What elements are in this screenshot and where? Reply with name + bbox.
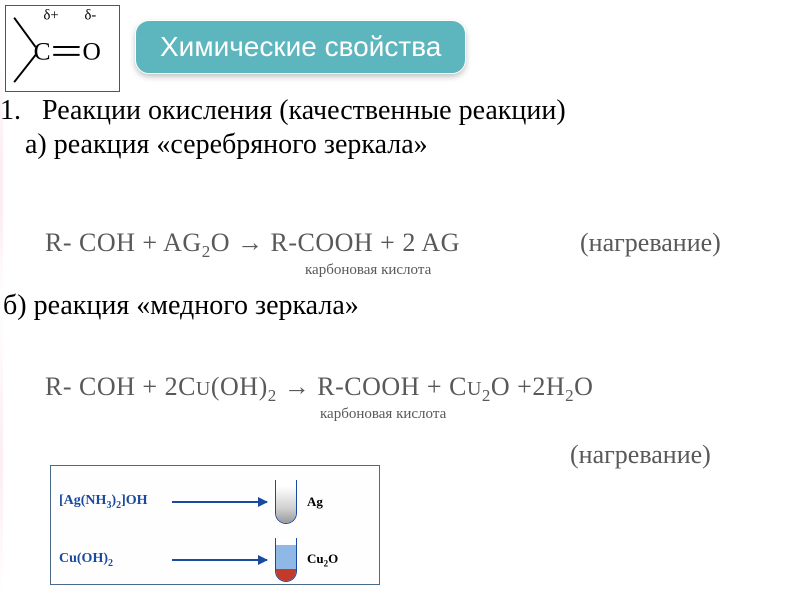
tube-fill-silver: [276, 486, 296, 523]
section-header-badge: Химические свойства: [135, 20, 466, 74]
carbon-atom-label: C: [34, 38, 51, 66]
reaction-b-equation: R- COH + 2CU(OH)2 → R-COOH + CU2O +2H2O: [45, 372, 593, 406]
reagent-cuoh2-label: Cu(OH)2: [59, 551, 164, 569]
section-title: Реакции окисления (качественные реакции): [42, 95, 566, 126]
reagent-tollens-label: [Ag(NH3)2]OH: [59, 493, 164, 511]
test-tube-diagram: [Ag(NH3)2]OH Ag Cu(OH)2 Cu2O: [50, 465, 380, 585]
carbonyl-formula-box: C O δ+ δ-: [5, 5, 120, 92]
item-b-label: б) реакция «медного зеркала»: [3, 290, 359, 322]
section-number: 1.: [0, 95, 21, 126]
tube-fill-cu2o: [276, 569, 296, 581]
oxygen-atom-label: O: [83, 38, 101, 66]
tube-row-silver: [Ag(NH3)2]OH Ag: [59, 480, 323, 524]
delta-minus-label: δ-: [84, 8, 96, 24]
arrow-icon: [172, 501, 267, 503]
product-cu2o-label: Cu2O: [307, 551, 338, 569]
reaction-a-equation: R- COH + AG2O → R-COOH + 2 AG: [45, 228, 460, 262]
section-1-heading: 1. Реакции окисления (качественные реакц…: [0, 95, 566, 127]
test-tube-ag: [275, 480, 297, 524]
arrow-icon: [172, 559, 267, 561]
product-ag-label: Ag: [307, 494, 323, 510]
header-title-text: Химические свойства: [160, 31, 441, 62]
reaction-a-lhs: R- COH: [45, 228, 135, 257]
tube-row-copper: Cu(OH)2 Cu2O: [59, 538, 338, 582]
tube-liquid-blue: [276, 545, 296, 569]
delta-plus-label: δ+: [43, 8, 58, 24]
decorative-left-bar: [0, 50, 3, 600]
reaction-b-note: (нагревание): [570, 440, 711, 470]
carbonyl-svg: C O δ+ δ-: [6, 6, 119, 91]
item-a-label: а) реакция «серебряного зеркала»: [25, 129, 428, 161]
reaction-a-annotation: карбоновая кислота: [305, 262, 431, 279]
reaction-a-note: (нагревание): [580, 228, 721, 258]
reaction-b-annotation: карбоновая кислота: [320, 406, 446, 423]
test-tube-cu: [275, 538, 297, 582]
